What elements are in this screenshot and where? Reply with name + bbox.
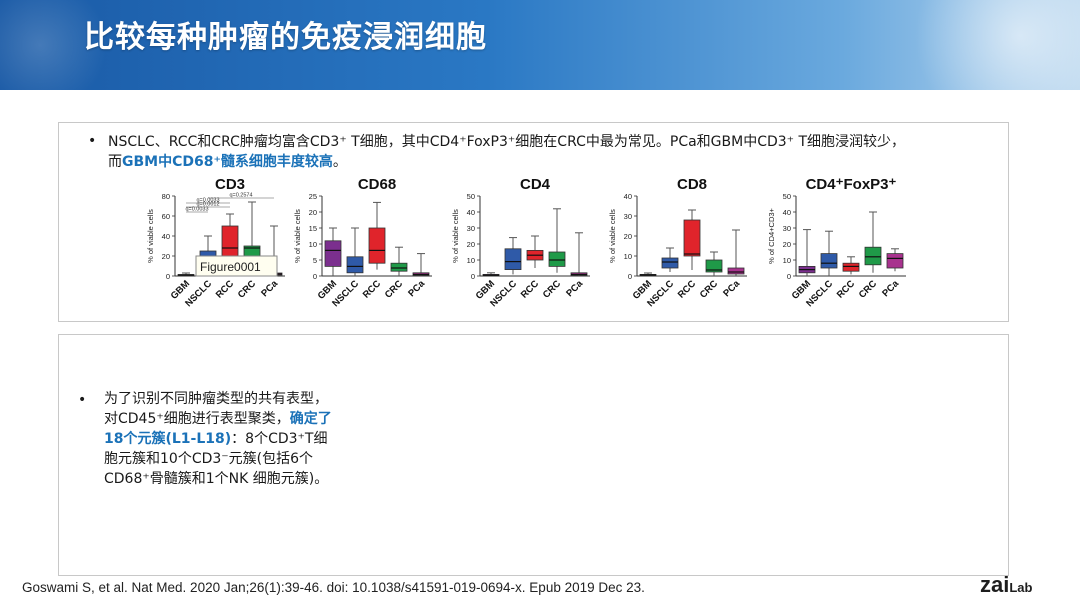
- page-title: 比较每种肿瘤的免疫浸润细胞: [84, 20, 487, 55]
- bullet-1-line1: NSCLC、RCC和CRC肿瘤均富含CD3⁺ T细胞，其中CD4⁺FoxP3⁺细…: [108, 134, 906, 150]
- company-logo: zaiLab: [980, 572, 1032, 598]
- ear-decoration: [880, 0, 1080, 90]
- bullet-2-highlight: 确定了18个元簇(L1-L18): [104, 411, 332, 447]
- bullet-dot-2: •: [78, 392, 87, 408]
- bullet-1: NSCLC、RCC和CRC肿瘤均富含CD3⁺ T细胞，其中CD4⁺FoxP3⁺细…: [108, 132, 998, 172]
- title-banner: 比较每种肿瘤的免疫浸润细胞: [0, 0, 1080, 90]
- bullet-1-line2: 而GBM中CD68⁺髓系细胞丰度较高。: [108, 152, 998, 172]
- bullet-2-text-b: ：8个CD3⁺T细胞元簇和10个CD3⁻元簇(包括6个CD68⁺骨髓簇和1个NK…: [104, 431, 329, 487]
- logo-sub: Lab: [1009, 580, 1033, 595]
- logo-main: zai: [980, 572, 1010, 597]
- bullet-1-highlight: GBM中CD68⁺髓系细胞丰度较高: [122, 154, 333, 170]
- top-card: [58, 122, 1009, 322]
- bottom-card: [58, 334, 1009, 576]
- bullet-dot-1: •: [88, 133, 97, 149]
- bullet-1-prefix: 而: [108, 154, 122, 170]
- bullet-1-suffix: 。: [332, 154, 347, 170]
- brain-decoration: [0, 0, 110, 90]
- citation: Goswami S, et al. Nat Med. 2020 Jan;26(1…: [22, 580, 645, 595]
- bullet-2: 为了识别不同肿瘤类型的共有表型，对CD45⁺细胞进行表型聚类，确定了18个元簇(…: [104, 389, 336, 489]
- bullet-2-text-a: 为了识别不同肿瘤类型的共有表型，对CD45⁺细胞进行表型聚类，: [104, 391, 328, 427]
